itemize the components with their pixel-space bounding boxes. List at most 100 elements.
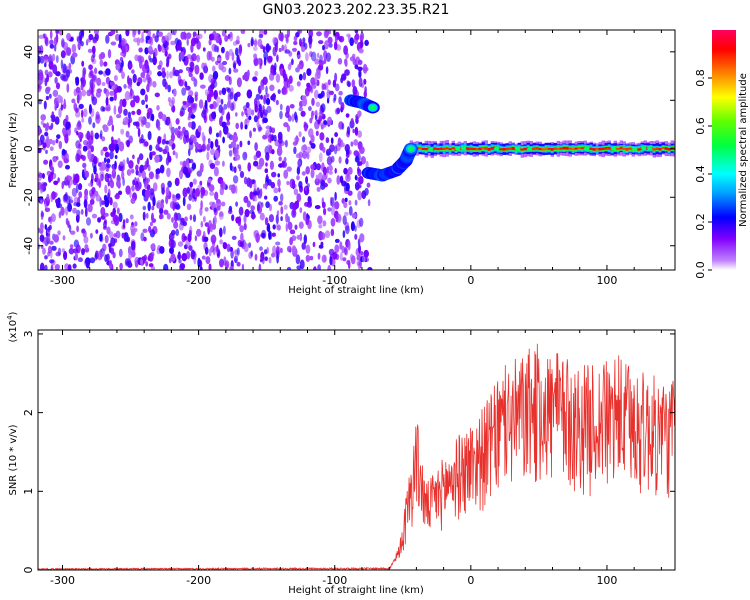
spectrogram-trace-cell bbox=[442, 147, 446, 151]
spectrogram-noise-cell bbox=[52, 157, 57, 163]
spectrogram-noise-cell bbox=[344, 247, 349, 256]
spectrogram-trace-highlight bbox=[461, 146, 467, 151]
spectrogram-trace-cell bbox=[604, 147, 608, 150]
spectrogram-noise-cell bbox=[298, 221, 304, 229]
spectrogram-trace-highlight bbox=[455, 146, 461, 151]
spectrogram-noise-cell bbox=[66, 83, 70, 93]
spectrogram-noise-cell bbox=[132, 121, 138, 126]
spectrogram-noise-cell bbox=[344, 69, 350, 76]
spectrogram-noise-cell bbox=[289, 229, 296, 235]
spectrogram-noise-cell bbox=[213, 89, 218, 100]
spectrogram-noise-cell bbox=[248, 178, 253, 189]
spectrogram-noise-cell bbox=[192, 188, 196, 194]
spectrogram-noise-cell bbox=[366, 182, 371, 188]
spectrogram-noise-cell bbox=[142, 228, 148, 233]
spectrogram-noise-cell bbox=[250, 205, 255, 211]
spectrogram-noise-cell bbox=[182, 187, 188, 198]
spectrogram-noise-cell bbox=[91, 93, 95, 102]
spectrogram-noise-cell bbox=[330, 205, 336, 216]
spectrogram-noise-cell bbox=[190, 76, 196, 82]
spectrogram-noise-cell bbox=[246, 200, 251, 208]
spectrogram-trace-cell bbox=[433, 147, 437, 150]
spectrogram-noise-cell bbox=[341, 73, 347, 81]
spectrogram-noise-cell bbox=[197, 125, 202, 133]
spectrogram-noise-cell bbox=[52, 89, 59, 97]
spectrogram-noise-cell bbox=[67, 202, 72, 212]
spectrogram-noise-cell bbox=[160, 199, 165, 205]
spectrogram-noise-cell bbox=[47, 226, 51, 232]
spectrogram-noise-cell bbox=[316, 52, 320, 59]
spectrogram-noise-cell bbox=[269, 84, 275, 92]
snr-x-tick-label: -200 bbox=[186, 574, 211, 587]
spectrogram-noise-cell bbox=[77, 257, 83, 263]
spectrogram-noise-cell bbox=[205, 256, 211, 265]
spectrogram-noise-cell bbox=[50, 213, 56, 223]
spectrogram-noise-cell bbox=[291, 113, 295, 123]
spectrogram-noise-cell bbox=[357, 130, 363, 138]
spectrogram-noise-cell bbox=[235, 216, 241, 224]
spectrogram-trace-highlight bbox=[584, 146, 590, 151]
spectrogram-noise-cell bbox=[88, 34, 94, 41]
spectrogram-noise-cell bbox=[184, 216, 188, 222]
spectrogram-noise-cell bbox=[187, 169, 192, 174]
spectrogram-noise-cell bbox=[110, 41, 117, 46]
spectrogram-noise-cell bbox=[228, 67, 232, 75]
spectrogram-noise-cell bbox=[200, 200, 203, 210]
spectrogram-noise-cell bbox=[75, 140, 81, 149]
spectrogram-noise-cell bbox=[204, 99, 208, 110]
spectrogram-noise-cell bbox=[203, 30, 207, 34]
spectrogram-noise-cell bbox=[118, 190, 123, 195]
spectrogram-noise-cell bbox=[128, 253, 133, 260]
spectrogram-noise-cell bbox=[259, 85, 265, 91]
spectrogram-noise-cell bbox=[190, 249, 196, 260]
spectrogram-noise-cell bbox=[352, 53, 356, 60]
spectrogram-noise-cell bbox=[251, 109, 255, 116]
spectrogram-noise-cell bbox=[221, 87, 227, 96]
spectrogram-noise-cell bbox=[316, 31, 322, 37]
spectrogram-noise-cell bbox=[44, 255, 48, 260]
spectrogram-noise-cell bbox=[78, 191, 83, 199]
spectrogram-noise-cell bbox=[277, 173, 281, 178]
spectrogram-noise-cell bbox=[298, 131, 302, 138]
spectrogram-noise-cell bbox=[257, 205, 263, 214]
spectrogram-noise-cell bbox=[42, 123, 47, 128]
spectrogram-noise-cell bbox=[180, 51, 185, 60]
spectrogram-noise-cell bbox=[336, 107, 341, 115]
spectrogram-noise-cell bbox=[73, 88, 78, 97]
spectrogram-noise-cell bbox=[287, 221, 293, 231]
spectrogram-noise-cell bbox=[98, 53, 103, 60]
spectrogram-noise-cell bbox=[347, 190, 353, 196]
spectrogram-noise-cell bbox=[201, 255, 206, 260]
spectrogram-noise-cell bbox=[108, 259, 113, 270]
spectrogram-noise-cell bbox=[350, 141, 354, 147]
spectrogram-noise-cell bbox=[173, 88, 177, 97]
spectrogram-noise-cell bbox=[148, 171, 154, 180]
spectrogram-noise-cell bbox=[103, 157, 107, 163]
spectrogram-noise-cell bbox=[57, 94, 62, 104]
spectrogram-trace-cell bbox=[484, 146, 488, 150]
spectrogram-trace-cell bbox=[550, 148, 554, 151]
spectrogram-noise-cell bbox=[243, 214, 247, 224]
spectrogram-noise-cell bbox=[208, 33, 215, 41]
spectrogram-noise-cell bbox=[145, 212, 149, 219]
spectrogram-noise-cell bbox=[236, 261, 241, 267]
spectrogram-noise-cell bbox=[179, 110, 184, 117]
spectrogram-noise-cell bbox=[305, 52, 309, 62]
spectrogram-noise-cell bbox=[271, 232, 276, 237]
spectrogram-noise-cell bbox=[118, 248, 123, 258]
spectrogram-noise-cell bbox=[357, 160, 360, 167]
spectrogram-noise-cell bbox=[351, 79, 356, 88]
spectrogram-noise-cell bbox=[69, 244, 74, 249]
spectrogram-noise-cell bbox=[318, 40, 324, 45]
spectrogram-noise-cell bbox=[60, 206, 65, 216]
spectrogram-noise-cell bbox=[226, 100, 231, 109]
spectrogram-noise-cell bbox=[327, 207, 332, 212]
spectrogram-noise-cell bbox=[177, 125, 181, 130]
spectrogram-noise-cell bbox=[334, 167, 337, 174]
spectrogram-noise-cell bbox=[218, 210, 224, 220]
spectrogram-noise-cell bbox=[264, 168, 268, 173]
spectrogram-noise-cell bbox=[100, 206, 106, 216]
spectrogram-noise-cell bbox=[334, 244, 340, 253]
spectrogram-noise-cell bbox=[320, 232, 326, 240]
spectrogram-noise-cell bbox=[276, 253, 279, 264]
